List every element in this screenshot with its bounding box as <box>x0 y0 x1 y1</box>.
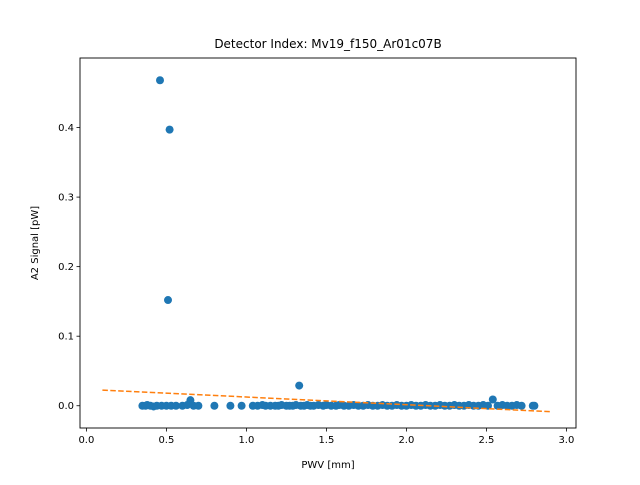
data-point <box>226 401 235 410</box>
chart-title: Detector Index: Mv19_f150_Ar01c07B <box>214 37 441 51</box>
x-tick-label: 0.5 <box>158 435 174 446</box>
data-point <box>156 76 164 85</box>
data-point <box>172 401 180 410</box>
x-tick-label: 2.5 <box>478 435 494 446</box>
x-tick-label: 0.0 <box>78 435 94 446</box>
data-point <box>165 125 174 134</box>
data-point <box>488 395 497 404</box>
y-tick-label: 0.1 <box>58 332 74 343</box>
data-point <box>210 401 219 410</box>
y-tick-label: 0.4 <box>58 123 74 134</box>
plot-frame <box>79 57 577 429</box>
data-point <box>295 381 304 390</box>
y-tick-label: 0.3 <box>58 193 74 204</box>
x-tick-label: 3.0 <box>558 435 574 446</box>
x-tick-label: 1.0 <box>238 435 254 446</box>
x-tick-label: 2.0 <box>398 435 414 446</box>
data-point <box>183 401 192 410</box>
data-point <box>237 401 246 410</box>
fit-line <box>102 389 551 413</box>
data-point <box>484 401 492 410</box>
data-point <box>530 401 539 410</box>
data-point <box>517 401 526 410</box>
data-point <box>164 296 172 305</box>
marks-layer <box>102 76 551 413</box>
y-tick-label: 0.0 <box>58 401 74 412</box>
x-axis: 0.0 0.5 1.0 1.5 2.0 2.5 3.0 <box>78 428 574 446</box>
x-axis-label: PWV [mm] <box>301 460 354 471</box>
y-axis: 0.0 0.1 0.2 0.3 0.4 <box>58 123 80 412</box>
plot-area-background <box>80 58 576 428</box>
data-point <box>194 401 203 410</box>
x-tick-label: 1.5 <box>318 435 334 446</box>
y-tick-label: 0.2 <box>58 262 74 273</box>
y-axis-label: A2 Signal [pW] <box>30 206 41 280</box>
